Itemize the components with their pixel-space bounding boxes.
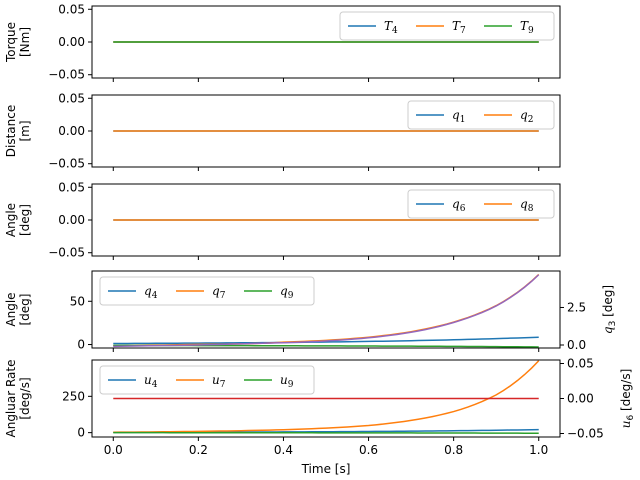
- legend-label: q9: [280, 284, 294, 301]
- y-axis-label: [m]: [18, 120, 32, 141]
- y-axis-label: Distance: [4, 105, 18, 157]
- legend-label: T4: [384, 19, 398, 36]
- x-tick-label: 0.4: [274, 443, 293, 457]
- y-axis-label: [deg]: [18, 294, 32, 326]
- right-series-line: [113, 274, 540, 348]
- y2-tick-label: 0.00: [567, 392, 594, 406]
- x-tick-label: 0.0: [104, 443, 123, 457]
- y-tick-label: −0.05: [48, 68, 85, 82]
- panel-torque: 0.05 0.00 −0.05 Torque [Nm] T4 T7 T9: [4, 2, 561, 82]
- legend-label: q4: [144, 284, 158, 301]
- legend-label: q2: [520, 108, 533, 125]
- series-line-u7: [113, 360, 540, 433]
- y2-tick-label: −0.05: [567, 427, 604, 441]
- right-axis-label: q3 [deg]: [601, 285, 618, 334]
- y-tick-label: 0.05: [58, 180, 85, 194]
- y-axis-label: Angle: [4, 292, 18, 326]
- y2-tick-label: 0.05: [567, 357, 594, 371]
- y-tick-label: 50: [70, 294, 85, 308]
- y-tick-label: 0.00: [58, 35, 85, 49]
- legend-label: T9: [520, 19, 534, 36]
- legend-label: u4: [144, 373, 158, 390]
- x-axis-label: Time [s]: [301, 462, 351, 476]
- axes-frame: [91, 5, 561, 79]
- legend-label: q8: [520, 197, 534, 214]
- axes-frame: [91, 183, 561, 257]
- axes-frame: [91, 359, 561, 438]
- x-tick-label: 1.0: [529, 443, 548, 457]
- panel-angle2: 50 0 2.5 0.0 q3 [deg] Angle [deg] q4 q7 q9: [4, 270, 618, 352]
- y-tick-label: 250: [62, 389, 85, 403]
- y2-tick-label: 0.0: [567, 338, 586, 352]
- y-axis-label: Angluar Rate: [4, 360, 18, 438]
- x-tick-label: 0.2: [189, 443, 208, 457]
- series-line-u9: [113, 431, 539, 434]
- axes-frame: [91, 94, 561, 168]
- y-axis-label: Torque: [4, 22, 18, 63]
- y-axis-label: Angle: [4, 203, 18, 237]
- y-tick-label: 0: [77, 338, 85, 352]
- legend: u4 u7 u9: [99, 365, 315, 395]
- legend: q1 q2: [407, 100, 555, 130]
- y-tick-label: 0.05: [58, 2, 85, 16]
- legend-frame: [339, 11, 555, 41]
- legend: q6 q8: [407, 189, 555, 219]
- y2-tick-label: 2.5: [567, 300, 586, 314]
- y-tick-label: 0.00: [58, 213, 85, 227]
- legend-frame: [407, 189, 555, 219]
- y-tick-label: 0.00: [58, 124, 85, 138]
- x-tick-label: 0.8: [444, 443, 463, 457]
- legend-label: u9: [280, 373, 294, 390]
- x-tick-label: 0.6: [359, 443, 378, 457]
- legend-frame: [99, 276, 315, 306]
- plot-area: [113, 360, 540, 434]
- axes-frame: [91, 270, 561, 349]
- legend-label: q1: [452, 108, 465, 125]
- legend-label: u7: [212, 373, 226, 390]
- y-tick-label: −0.05: [48, 246, 85, 260]
- y-axis-label: [deg]: [18, 204, 32, 236]
- legend-label: T7: [452, 19, 466, 36]
- legend-label: q7: [212, 284, 226, 301]
- panel-distance: 0.05 0.00 −0.05 Distance [m] q1 q2: [4, 91, 561, 171]
- legend: q4 q7 q9: [99, 276, 315, 306]
- legend-frame: [99, 365, 315, 395]
- right-axis-label: u6 [deg/s]: [619, 369, 636, 429]
- panel-rate: 250 0 0.05 0.00 −0.05 u6 [deg/s] 0.0 0.2 0.4 0.6 0…: [4, 357, 636, 458]
- y-tick-label: −0.05: [48, 157, 85, 171]
- plot-area: [113, 273, 540, 348]
- legend-frame: [407, 100, 555, 130]
- legend-label: q6: [452, 197, 466, 214]
- y-tick-label: 0.05: [58, 91, 85, 105]
- series-line-q4: [113, 336, 539, 345]
- y-axis-label: [deg/s]: [18, 377, 32, 419]
- y-tick-label: 0: [77, 426, 85, 440]
- y-axis-label: [Nm]: [18, 27, 32, 57]
- legend: T4 T7 T9: [339, 11, 555, 41]
- panel-angle1: 0.05 0.00 −0.05 Angle [deg] q6 q8: [4, 180, 561, 260]
